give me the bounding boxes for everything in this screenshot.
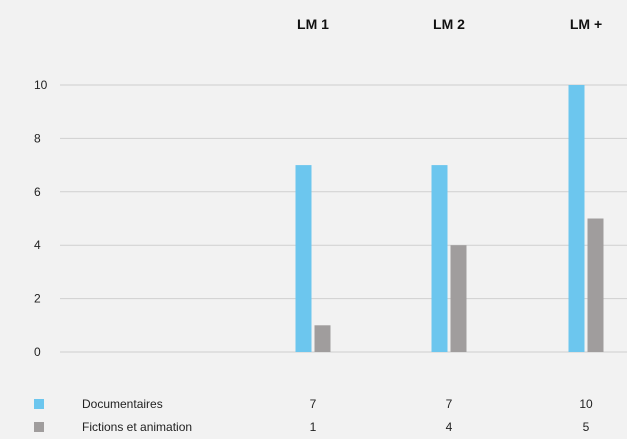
y-tick-label: 0	[34, 345, 41, 359]
bars	[295, 85, 604, 352]
table-value: 5	[583, 420, 590, 434]
grid-lines	[60, 84, 627, 353]
y-tick-label: 6	[34, 185, 41, 199]
y-axis-ticks: 0 2 4 6 8 10	[34, 78, 48, 359]
bar-documentaires-2	[568, 85, 585, 352]
table-value: 7	[446, 397, 453, 411]
y-tick-label: 10	[34, 78, 48, 92]
y-tick-label: 4	[34, 238, 41, 252]
table-value: 10	[579, 397, 593, 411]
category-label: LM 1	[297, 16, 329, 32]
bar-fictions-1	[450, 245, 467, 352]
table-value: 1	[310, 420, 317, 434]
legend-series-name: Documentaires	[82, 397, 163, 411]
category-label: LM +	[570, 16, 602, 32]
legend-swatch	[34, 422, 44, 432]
table-value: 4	[446, 420, 453, 434]
y-tick-label: 2	[34, 292, 41, 306]
bar-documentaires-0	[295, 165, 312, 352]
table-value: 7	[310, 397, 317, 411]
legend-swatch	[34, 399, 44, 409]
category-labels: LM 1 LM 2 LM +	[297, 16, 602, 32]
bar-documentaires-1	[431, 165, 448, 352]
bar-fictions-0	[314, 325, 331, 352]
y-tick-label: 8	[34, 131, 41, 145]
legend-series-name: Fictions et animation	[82, 420, 192, 434]
bar-fictions-2	[587, 218, 604, 352]
category-label: LM 2	[433, 16, 465, 32]
data-table-legend: Documentaires 7 7 10 Fictions et animation 1 4…	[34, 397, 593, 434]
